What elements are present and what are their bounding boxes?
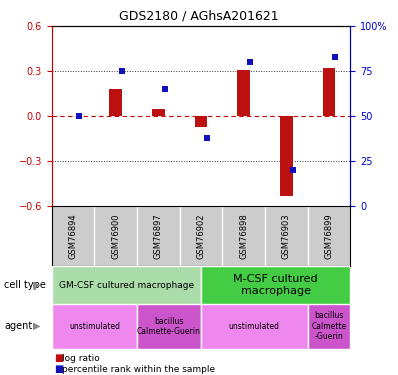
- Text: unstimulated: unstimulated: [69, 322, 120, 331]
- Text: ▶: ▶: [33, 321, 41, 331]
- Bar: [201, 304, 308, 349]
- Text: GM-CSF cultured macrophage: GM-CSF cultured macrophage: [59, 280, 194, 290]
- Text: ■: ■: [54, 353, 63, 363]
- Text: GSM76899: GSM76899: [324, 213, 334, 259]
- Text: GSM76902: GSM76902: [197, 213, 205, 259]
- Text: bacillus
Calmette-Guerin: bacillus Calmette-Guerin: [137, 316, 201, 336]
- Text: M-CSF cultured
macrophage: M-CSF cultured macrophage: [233, 274, 318, 296]
- Bar: [308, 304, 350, 349]
- Bar: [237, 70, 250, 116]
- Bar: [195, 116, 207, 127]
- Text: unstimulated: unstimulated: [229, 322, 280, 331]
- Text: percentile rank within the sample: percentile rank within the sample: [62, 365, 215, 374]
- Bar: [52, 266, 201, 304]
- Text: cell type: cell type: [4, 280, 46, 290]
- Text: agent: agent: [4, 321, 32, 331]
- Bar: [137, 304, 201, 349]
- Bar: [322, 68, 335, 116]
- Bar: [152, 109, 165, 116]
- Text: bacillus
Calmette
-Guerin: bacillus Calmette -Guerin: [311, 311, 347, 341]
- Text: ■: ■: [54, 364, 63, 374]
- Bar: [109, 89, 122, 116]
- Text: GSM76898: GSM76898: [239, 213, 248, 259]
- Bar: [52, 304, 137, 349]
- Bar: [280, 116, 293, 196]
- Text: GSM76894: GSM76894: [68, 213, 78, 259]
- Bar: [201, 266, 350, 304]
- Text: log ratio: log ratio: [62, 354, 100, 363]
- Text: ▶: ▶: [33, 280, 41, 290]
- Text: GSM76900: GSM76900: [111, 213, 120, 259]
- Text: GDS2180 / AGhsA201621: GDS2180 / AGhsA201621: [119, 9, 279, 22]
- Text: GSM76903: GSM76903: [282, 213, 291, 259]
- Text: GSM76897: GSM76897: [154, 213, 163, 259]
